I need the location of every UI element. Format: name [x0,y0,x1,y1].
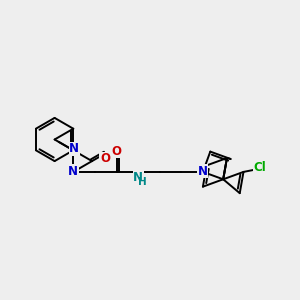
Text: O: O [100,152,110,165]
Text: N: N [69,142,79,155]
Text: N: N [68,165,78,178]
Text: N: N [198,165,208,178]
Text: O: O [112,145,122,158]
Text: H: H [138,176,146,187]
Text: N: N [133,170,143,184]
Text: Cl: Cl [253,161,266,174]
